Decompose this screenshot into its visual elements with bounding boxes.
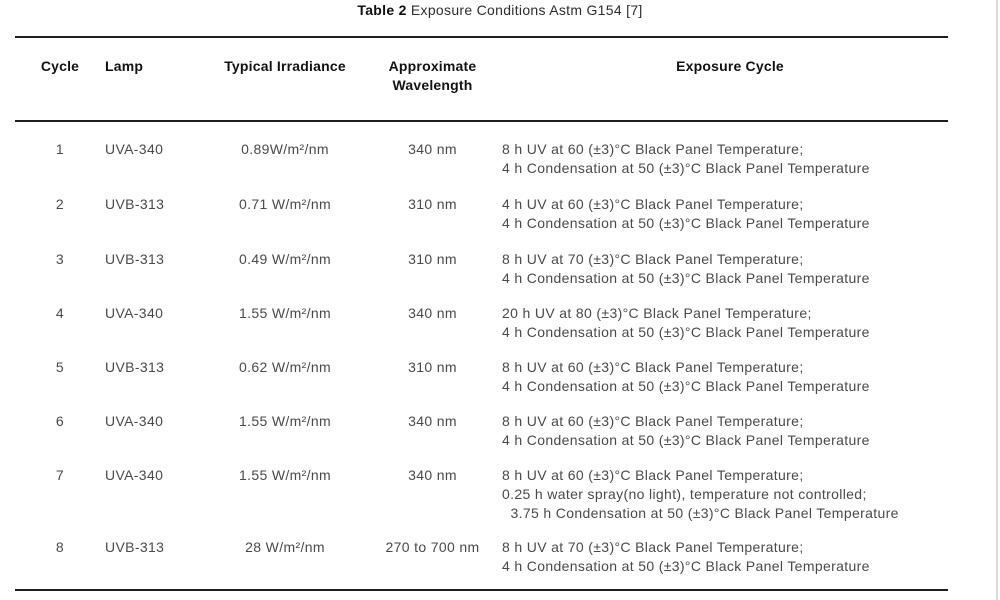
- header-approximate-wavelength: Approximate Wavelength: [388, 58, 477, 93]
- header-exposure-cycle: Exposure Cycle: [676, 58, 784, 74]
- table-row: 4 UVA-340 1.55 W/m²/nm 340 nm 20 h UV at…: [30, 304, 960, 342]
- cell-wavelength: 310 nm: [408, 251, 457, 267]
- header-cycle: Cycle: [40, 58, 80, 74]
- rule-top: [15, 36, 948, 38]
- cell-lamp: UVB-313: [105, 251, 165, 267]
- cell-lamp: UVB-313: [105, 359, 165, 375]
- table-row: 6 UVA-340 1.55 W/m²/nm 340 nm 8 h UV at …: [30, 412, 960, 450]
- cell-wavelength: 340 nm: [408, 467, 457, 483]
- table-header-row: Cycle Lamp Typical Irradiance Approximat…: [30, 57, 960, 95]
- cell-cycle: 8: [55, 539, 65, 555]
- cell-cycle: 3: [55, 251, 65, 267]
- cell-exposure: 8 h UV at 60 (±3)°C Black Panel Temperat…: [502, 141, 870, 176]
- cell-irradiance: 1.55 W/m²/nm: [238, 467, 332, 483]
- table-caption-number: Table 2: [357, 2, 407, 18]
- cell-lamp: UVA-340: [105, 413, 164, 429]
- cell-irradiance: 1.55 W/m²/nm: [238, 413, 332, 429]
- cell-lamp: UVB-313: [105, 539, 165, 555]
- table-caption: Table 2 Exposure Conditions Astm G154 [7…: [0, 1, 1000, 20]
- cell-cycle: 6: [55, 413, 65, 429]
- rule-header-bottom: [15, 120, 948, 122]
- cell-exposure: 8 h UV at 60 (±3)°C Black Panel Temperat…: [502, 359, 870, 394]
- cell-exposure: 8 h UV at 70 (±3)°C Black Panel Temperat…: [502, 539, 870, 574]
- cell-irradiance: 1.55 W/m²/nm: [238, 305, 332, 321]
- cell-irradiance: 0.62 W/m²/nm: [238, 359, 332, 375]
- table-row: 7 UVA-340 1.55 W/m²/nm 340 nm 8 h UV at …: [30, 466, 960, 523]
- table-row: 5 UVB-313 0.62 W/m²/nm 310 nm 8 h UV at …: [30, 358, 960, 396]
- cell-cycle: 1: [55, 141, 65, 157]
- table-row: 3 UVB-313 0.49 W/m²/nm 310 nm 8 h UV at …: [30, 250, 960, 288]
- cell-exposure: 4 h UV at 60 (±3)°C Black Panel Temperat…: [502, 196, 870, 231]
- cell-wavelength: 310 nm: [408, 359, 457, 375]
- cell-cycle: 2: [55, 196, 65, 212]
- cell-exposure: 8 h UV at 70 (±3)°C Black Panel Temperat…: [502, 251, 870, 286]
- cell-lamp: UVA-340: [105, 141, 164, 157]
- cell-lamp: UVA-340: [105, 467, 164, 483]
- table-row: 8 UVB-313 28 W/m²/nm 270 to 700 nm 8 h U…: [30, 538, 960, 576]
- cell-irradiance: 0.49 W/m²/nm: [238, 251, 332, 267]
- cell-exposure: 8 h UV at 60 (±3)°C Black Panel Temperat…: [502, 467, 899, 521]
- cell-lamp: UVB-313: [105, 196, 165, 212]
- header-lamp: Lamp: [105, 58, 144, 74]
- cell-irradiance: 0.71 W/m²/nm: [238, 196, 332, 212]
- cell-lamp: UVA-340: [105, 305, 164, 321]
- cell-cycle: 5: [55, 359, 65, 375]
- cell-exposure: 8 h UV at 60 (±3)°C Black Panel Temperat…: [502, 413, 870, 448]
- rule-bottom: [15, 589, 948, 591]
- cell-cycle: 4: [55, 305, 65, 321]
- cell-irradiance: 0.89W/m²/nm: [241, 141, 329, 157]
- cell-wavelength: 270 to 700 nm: [385, 539, 480, 555]
- table-row: 2 UVB-313 0.71 W/m²/nm 310 nm 4 h UV at …: [30, 195, 960, 233]
- cell-wavelength: 340 nm: [408, 413, 457, 429]
- cell-wavelength: 340 nm: [408, 305, 457, 321]
- cell-exposure: 20 h UV at 80 (±3)°C Black Panel Tempera…: [502, 305, 870, 340]
- cell-wavelength: 310 nm: [408, 196, 457, 212]
- header-typical-irradiance: Typical Irradiance: [224, 58, 346, 74]
- cell-cycle: 7: [55, 467, 65, 483]
- table-caption-title: Exposure Conditions Astm G154 [7]: [406, 2, 643, 18]
- cell-wavelength: 340 nm: [408, 141, 457, 157]
- table-row: 1 UVA-340 0.89W/m²/nm 340 nm 8 h UV at 6…: [30, 140, 960, 178]
- cell-irradiance: 28 W/m²/nm: [245, 539, 325, 555]
- page-right-border: [996, 0, 998, 600]
